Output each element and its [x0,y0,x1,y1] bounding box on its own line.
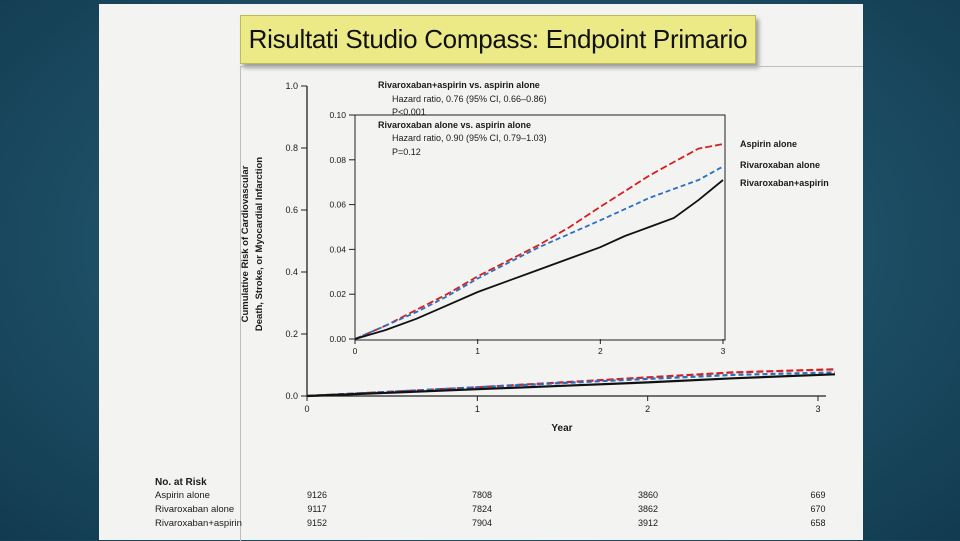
main-series-line-rivaroxaban-alone [306,371,836,398]
main-y-axis-title: Death, Stroke, or Myocardial Infarction [254,157,265,331]
inset-series-line-aspirin-alone [354,143,724,340]
inset-x-tick-label: 1 [475,346,480,356]
main-y-tick-label: 0.2 [285,329,298,339]
main-y-tick-label: 0.0 [285,391,298,401]
main-series-line-rivaroxaban-aspirin [306,373,836,398]
inset-y-tick-label: 0.04 [329,244,346,254]
risk-table-cell: 3862 [638,504,658,514]
main-x-tick-label: 2 [645,404,650,414]
main-y-tick-label: 0.8 [285,143,298,153]
inset-y-tick-label: 0.02 [329,289,346,299]
inset-annotation-line: Hazard ratio, 0.76 (95% CI, 0.66–0.86) [392,94,547,104]
inset-series-line-rivaroxaban-alone [354,165,724,340]
inset-y-tick-label: 0.10 [329,110,346,120]
inset-y-tick-label: 0.06 [329,200,346,210]
inset-annotation-line: Rivaroxaban+aspirin vs. aspirin alone [378,80,540,90]
risk-table-row-label: Aspirin alone [155,490,210,501]
main-y-axis-title: Cumulative Risk of Cardiovascular [240,165,251,322]
inset-frame [354,114,726,341]
inset-x-tick-label: 0 [353,346,358,356]
inset-x-tick-label: 2 [598,346,603,356]
main-x-axis-title: Year [551,423,572,434]
inset-y-tick-label: 0.00 [329,334,346,344]
main-x-tick-label: 0 [304,404,309,414]
inset-annotation-line: P=0.12 [392,147,421,157]
main-x-tick-label: 3 [815,404,820,414]
risk-table-row-label: Rivaroxaban alone [155,504,234,515]
risk-table-cell: 7904 [472,518,492,528]
risk-table-cell: 9126 [307,490,327,500]
risk-table-cell: 9117 [307,504,326,514]
main-x-tick-label: 1 [475,404,480,414]
inset-series-label: Rivaroxaban alone [740,160,820,170]
slide: Risultati Studio Compass: Endpoint Prima… [99,4,863,541]
main-y-tick-label: 1.0 [285,81,298,91]
title-box: Risultati Studio Compass: Endpoint Prima… [240,15,756,64]
main-y-tick-label: 0.6 [285,205,298,215]
risk-table-cell: 7808 [472,490,492,500]
inset-annotation-line: Hazard ratio, 0.90 (95% CI, 0.79–1.03) [392,133,547,143]
risk-table-cell: 658 [810,518,825,528]
risk-table-cell: 670 [810,504,825,514]
inset-series-label: Rivaroxaban+aspirin [740,178,829,188]
inset-annotation-line: Rivaroxaban alone vs. aspirin alone [378,120,531,130]
risk-table-cell: 7824 [472,504,492,514]
inset-series-line-rivaroxaban-aspirin [354,179,724,340]
inset-y-tick-label: 0.08 [329,155,346,165]
risk-table-heading: No. at Risk [155,477,207,488]
risk-table-cell: 3912 [638,518,658,528]
inset-series-label: Aspirin alone [740,139,797,149]
risk-table-row-label: Rivaroxaban+aspirin [155,518,242,529]
slide-title: Risultati Studio Compass: Endpoint Prima… [248,24,748,54]
risk-table-cell: 3860 [638,490,658,500]
inset-x-tick-label: 3 [721,346,726,356]
main-y-tick-label: 0.4 [285,267,298,277]
risk-table-cell: 9152 [307,518,327,528]
inset-annotation-line: P<0.001 [392,107,426,117]
figure-frame [240,66,863,541]
risk-table-cell: 669 [810,490,825,500]
